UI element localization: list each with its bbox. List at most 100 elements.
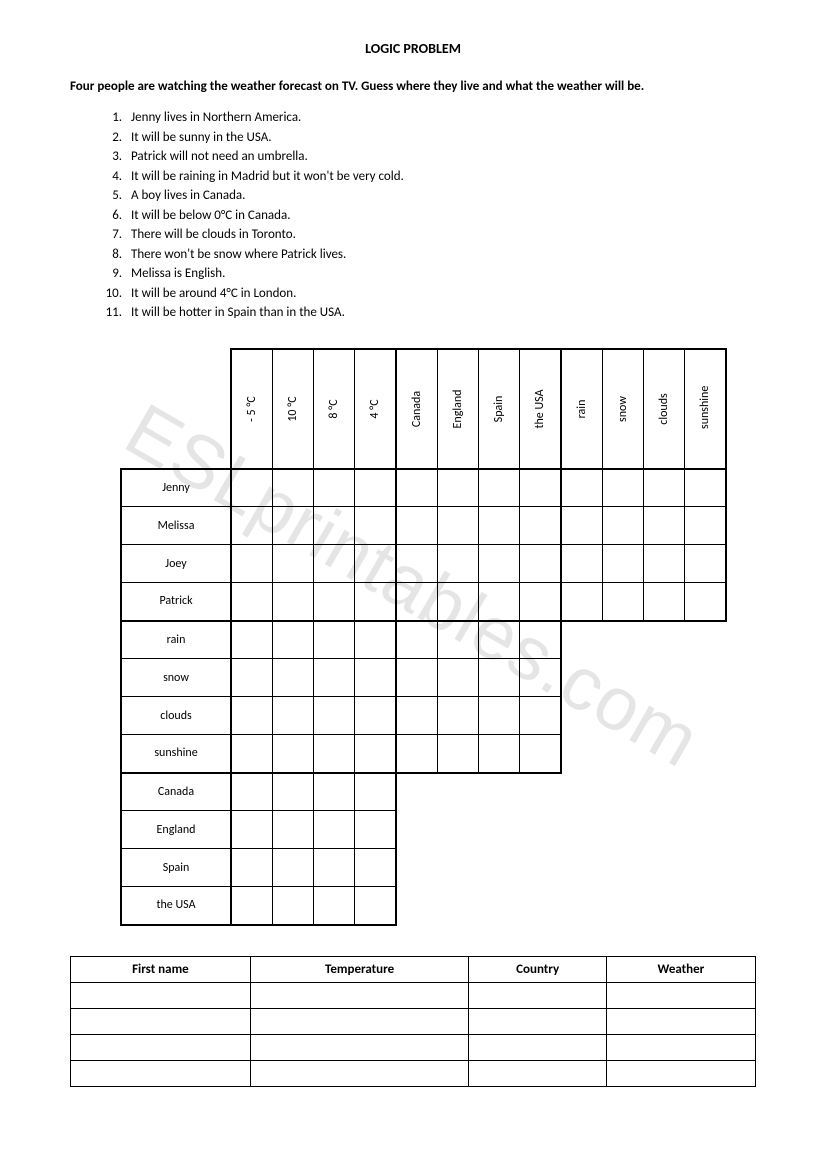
grid-cell[interactable] — [479, 659, 520, 697]
grid-cell[interactable] — [355, 773, 397, 811]
grid-cell[interactable] — [231, 583, 273, 621]
grid-cell[interactable] — [520, 545, 562, 583]
grid-cell[interactable] — [644, 583, 685, 621]
grid-cell[interactable] — [685, 583, 727, 621]
grid-cell[interactable] — [603, 583, 644, 621]
grid-cell[interactable] — [520, 697, 562, 735]
grid-cell[interactable] — [355, 583, 397, 621]
grid-cell[interactable] — [231, 773, 273, 811]
grid-cell[interactable] — [231, 659, 273, 697]
grid-cell[interactable] — [355, 697, 397, 735]
grid-cell[interactable] — [438, 469, 479, 507]
grid-cell[interactable] — [231, 697, 273, 735]
grid-cell[interactable] — [355, 849, 397, 887]
grid-cell[interactable] — [520, 621, 562, 659]
grid-cell[interactable] — [273, 621, 314, 659]
grid-cell[interactable] — [438, 583, 479, 621]
grid-cell[interactable] — [561, 545, 603, 583]
answer-cell[interactable] — [606, 1008, 755, 1034]
grid-cell[interactable] — [314, 583, 355, 621]
grid-cell[interactable] — [273, 811, 314, 849]
answer-cell[interactable] — [71, 1034, 251, 1060]
grid-cell[interactable] — [479, 469, 520, 507]
grid-cell[interactable] — [314, 507, 355, 545]
grid-cell[interactable] — [438, 621, 479, 659]
grid-cell[interactable] — [479, 507, 520, 545]
grid-cell[interactable] — [561, 469, 603, 507]
grid-cell[interactable] — [273, 507, 314, 545]
grid-cell[interactable] — [273, 697, 314, 735]
answer-cell[interactable] — [250, 982, 469, 1008]
grid-cell[interactable] — [479, 697, 520, 735]
grid-cell[interactable] — [438, 507, 479, 545]
grid-cell[interactable] — [231, 735, 273, 773]
grid-cell[interactable] — [231, 621, 273, 659]
grid-cell[interactable] — [314, 621, 355, 659]
grid-cell[interactable] — [685, 469, 727, 507]
grid-cell[interactable] — [355, 507, 397, 545]
grid-cell[interactable] — [438, 697, 479, 735]
grid-cell[interactable] — [603, 469, 644, 507]
grid-cell[interactable] — [231, 849, 273, 887]
grid-cell[interactable] — [396, 735, 438, 773]
grid-cell[interactable] — [273, 887, 314, 925]
grid-cell[interactable] — [396, 659, 438, 697]
grid-cell[interactable] — [231, 545, 273, 583]
grid-cell[interactable] — [603, 545, 644, 583]
grid-cell[interactable] — [355, 811, 397, 849]
grid-cell[interactable] — [273, 545, 314, 583]
answer-cell[interactable] — [469, 1060, 606, 1086]
grid-cell[interactable] — [479, 583, 520, 621]
grid-cell[interactable] — [520, 659, 562, 697]
answer-cell[interactable] — [71, 1008, 251, 1034]
grid-cell[interactable] — [273, 849, 314, 887]
grid-cell[interactable] — [355, 735, 397, 773]
grid-cell[interactable] — [273, 773, 314, 811]
grid-cell[interactable] — [520, 469, 562, 507]
grid-cell[interactable] — [314, 545, 355, 583]
grid-cell[interactable] — [561, 507, 603, 545]
grid-cell[interactable] — [273, 659, 314, 697]
grid-cell[interactable] — [355, 659, 397, 697]
grid-cell[interactable] — [231, 811, 273, 849]
grid-cell[interactable] — [685, 545, 727, 583]
grid-cell[interactable] — [355, 545, 397, 583]
answer-cell[interactable] — [606, 1060, 755, 1086]
answer-cell[interactable] — [469, 1008, 606, 1034]
grid-cell[interactable] — [314, 735, 355, 773]
grid-cell[interactable] — [520, 735, 562, 773]
answer-cell[interactable] — [606, 1034, 755, 1060]
grid-cell[interactable] — [396, 583, 438, 621]
grid-cell[interactable] — [355, 887, 397, 925]
grid-cell[interactable] — [273, 735, 314, 773]
grid-cell[interactable] — [520, 583, 562, 621]
answer-cell[interactable] — [71, 982, 251, 1008]
grid-cell[interactable] — [685, 507, 727, 545]
grid-cell[interactable] — [231, 507, 273, 545]
grid-cell[interactable] — [314, 887, 355, 925]
grid-cell[interactable] — [520, 507, 562, 545]
answer-cell[interactable] — [250, 1060, 469, 1086]
grid-cell[interactable] — [479, 545, 520, 583]
grid-cell[interactable] — [231, 887, 273, 925]
grid-cell[interactable] — [396, 621, 438, 659]
grid-cell[interactable] — [644, 507, 685, 545]
grid-cell[interactable] — [231, 469, 273, 507]
grid-cell[interactable] — [396, 697, 438, 735]
grid-cell[interactable] — [273, 583, 314, 621]
answer-cell[interactable] — [71, 1060, 251, 1086]
answer-cell[interactable] — [469, 1034, 606, 1060]
grid-cell[interactable] — [314, 659, 355, 697]
grid-cell[interactable] — [561, 583, 603, 621]
grid-cell[interactable] — [396, 507, 438, 545]
grid-cell[interactable] — [644, 545, 685, 583]
grid-cell[interactable] — [644, 469, 685, 507]
grid-cell[interactable] — [314, 849, 355, 887]
grid-cell[interactable] — [273, 469, 314, 507]
grid-cell[interactable] — [603, 507, 644, 545]
grid-cell[interactable] — [314, 811, 355, 849]
grid-cell[interactable] — [314, 773, 355, 811]
grid-cell[interactable] — [355, 469, 397, 507]
grid-cell[interactable] — [314, 469, 355, 507]
grid-cell[interactable] — [355, 621, 397, 659]
